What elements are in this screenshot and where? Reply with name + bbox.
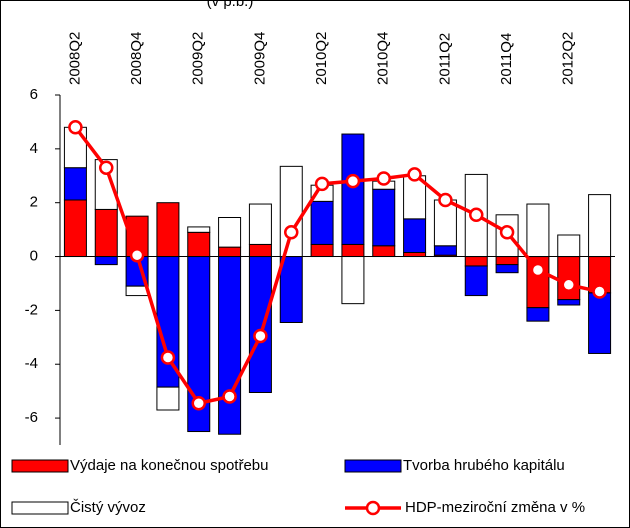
- legend-marker: [365, 500, 381, 516]
- legend-label: Výdaje na konečnou spotřebu: [70, 457, 268, 474]
- bar: [433, 245, 457, 256]
- legend-label: Čistý vývoz: [70, 499, 146, 516]
- bar: [310, 200, 334, 245]
- bar: [526, 307, 550, 322]
- line-marker: [314, 176, 330, 192]
- bar: [372, 188, 396, 247]
- x-tick-label: 2010Q4: [375, 32, 392, 85]
- bar: [187, 226, 211, 233]
- chart-title: (v p.b.): [207, 0, 254, 10]
- bar: [588, 194, 612, 258]
- bar: [63, 199, 87, 258]
- y-tick-label: 2: [30, 194, 38, 211]
- bar: [218, 256, 242, 435]
- bar: [372, 245, 396, 258]
- bar: [279, 165, 303, 258]
- line-marker: [407, 167, 422, 182]
- x-tick-label: 2011Q2: [436, 33, 453, 85]
- bar: [310, 243, 334, 258]
- bar: [557, 234, 581, 258]
- bar: [403, 252, 427, 258]
- bar: [248, 203, 272, 245]
- line-marker: [499, 225, 515, 240]
- legend-label: HDP-meziroční změna v %: [405, 499, 585, 516]
- legend-swatch: [344, 459, 402, 473]
- bar: [125, 285, 149, 297]
- y-tick-label: -2: [25, 301, 38, 318]
- legend-swatch: [11, 501, 69, 515]
- bar: [341, 243, 365, 258]
- x-tick-label: 2009Q2: [190, 32, 207, 85]
- y-tick-label: 0: [30, 248, 38, 265]
- bar: [94, 208, 118, 258]
- y-tick-label: 6: [30, 86, 38, 103]
- line-marker: [438, 192, 453, 208]
- line-marker: [592, 284, 607, 299]
- bar: [341, 133, 365, 245]
- line-marker: [99, 160, 114, 175]
- x-tick-label: 2011Q4: [498, 33, 515, 85]
- bar: [495, 264, 519, 274]
- line-marker: [222, 389, 237, 404]
- line-marker: [561, 277, 576, 293]
- bar: [218, 246, 242, 258]
- line-marker: [191, 396, 206, 411]
- bar: [526, 203, 550, 258]
- legend-swatch: [11, 459, 69, 473]
- line-marker: [530, 262, 546, 278]
- bar: [156, 202, 180, 258]
- line-marker: [68, 120, 83, 135]
- line-marker: [345, 173, 361, 189]
- bar: [187, 231, 211, 258]
- bar: [341, 256, 365, 305]
- legend-label: Tvorba hrubého kapitálu: [403, 457, 565, 474]
- line-marker: [469, 207, 484, 223]
- line-marker: [129, 247, 145, 263]
- line-marker: [253, 328, 268, 344]
- bar: [464, 256, 488, 267]
- bar: [218, 217, 242, 248]
- line: [74, 126, 600, 406]
- bar: [156, 386, 180, 411]
- line-marker: [376, 171, 391, 186]
- bar: [557, 299, 581, 306]
- bar: [495, 256, 519, 266]
- x-tick-label: 2008Q4: [128, 32, 145, 85]
- x-tick-label: 2008Q2: [66, 32, 83, 85]
- bar: [248, 243, 272, 258]
- bar: [63, 167, 87, 201]
- y-tick-label: 4: [30, 140, 38, 157]
- bar: [464, 265, 488, 297]
- y-tick-label: -4: [25, 355, 38, 372]
- bar: [279, 256, 303, 323]
- bar: [403, 218, 427, 254]
- bar: [94, 256, 118, 266]
- line-marker: [160, 350, 176, 365]
- y-tick-label: -6: [25, 409, 38, 426]
- x-tick-label: 2010Q2: [313, 32, 330, 85]
- bar: [248, 256, 272, 393]
- x-tick-label: 2012Q2: [560, 32, 577, 85]
- x-tick-label: 2009Q4: [251, 32, 268, 85]
- bar: [588, 292, 612, 354]
- line-marker: [284, 225, 299, 240]
